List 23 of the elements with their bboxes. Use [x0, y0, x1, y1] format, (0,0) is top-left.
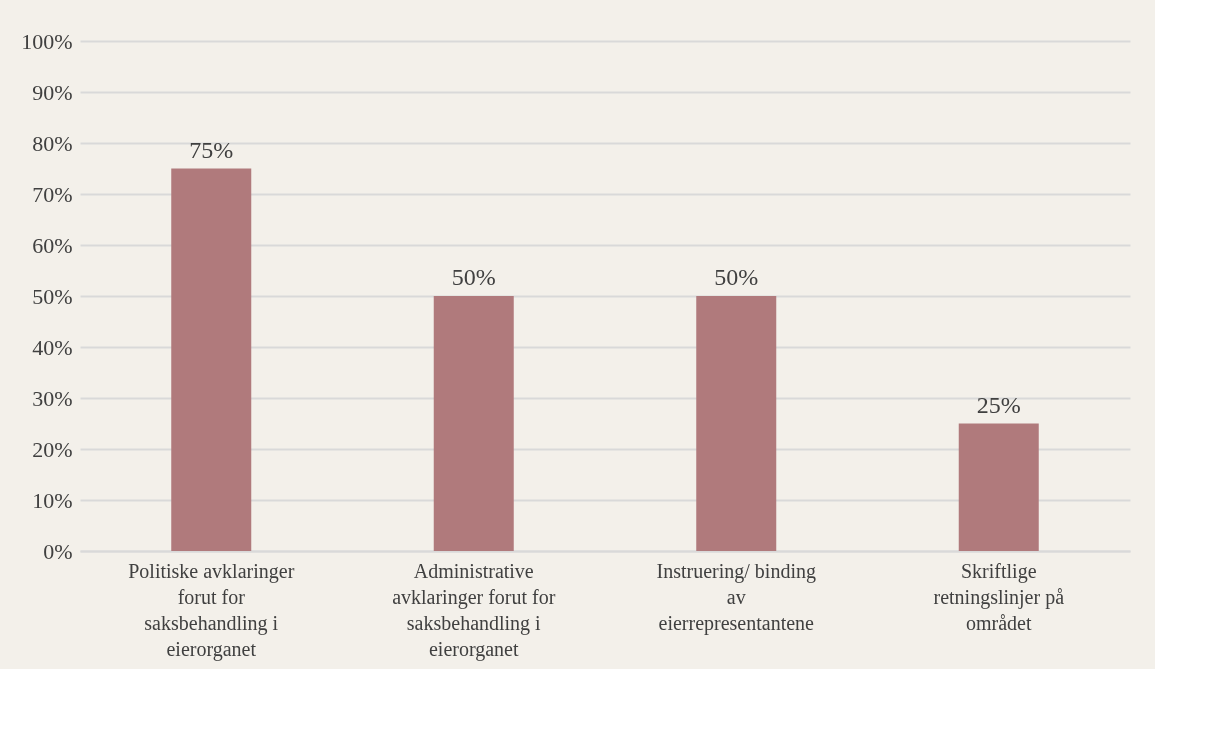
- y-tick-label: 0%: [43, 538, 73, 564]
- y-tick-label: 70%: [32, 181, 73, 207]
- data-label: 25%: [976, 391, 1021, 418]
- x-tick-label: Politiske avklaringer forut for saksbehandling i eierorganet: [128, 559, 295, 661]
- bar: [433, 296, 514, 551]
- y-tick-label: 30%: [32, 385, 73, 411]
- y-tick-label: 10%: [32, 487, 73, 513]
- y-tick-label: 40%: [32, 334, 73, 360]
- data-label: 50%: [451, 264, 496, 290]
- x-tick-label: Instruering/ binding av eierrepresentantene: [656, 559, 816, 635]
- y-tick-label: 50%: [32, 283, 73, 309]
- x-tick-label: Administrative avklaringer forut for saksbehandling i eierorganet: [392, 559, 556, 661]
- bar: [958, 423, 1039, 551]
- y-tick-label: 80%: [32, 130, 73, 156]
- bar: [696, 296, 777, 551]
- data-label: 50%: [714, 264, 759, 290]
- y-tick-label: 90%: [32, 79, 73, 105]
- x-tick-label: Skriftlige retningslinjer på området: [933, 559, 1065, 634]
- bar: [171, 168, 252, 551]
- data-label: 75%: [189, 136, 234, 163]
- y-tick-label: 60%: [32, 232, 73, 258]
- y-tick-label: 20%: [32, 436, 73, 462]
- y-tick-label: 100%: [21, 28, 73, 54]
